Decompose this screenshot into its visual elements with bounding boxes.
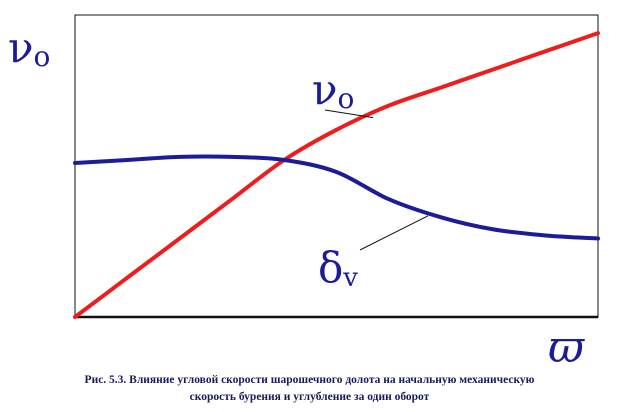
chart: νo νo δv ϖ	[8, 14, 600, 370]
v0-curve-label-sub: o	[338, 82, 355, 115]
y-axis-label-main: ν	[8, 23, 34, 72]
series-lines	[73, 31, 600, 319]
v0-curve-label-main: ν	[312, 65, 338, 114]
delta-leader-line	[359, 215, 429, 251]
delta-curve-label: δv	[318, 243, 358, 293]
leader-lines	[324, 109, 429, 251]
series-delta-line	[73, 154, 600, 241]
x-axis-label: ϖ	[548, 322, 585, 370]
delta-curve-label-main: δ	[318, 243, 343, 292]
series-v0-line	[73, 31, 600, 319]
caption-line-1: Рис. 5.3. Влияние угловой скорости шарош…	[84, 374, 535, 386]
v0-leader-line	[324, 109, 374, 119]
figure-caption: Рис. 5.3. Влияние угловой скорости шарош…	[0, 372, 619, 406]
v0-curve-label: νo	[312, 65, 354, 115]
y-axis-label-sub: o	[34, 40, 51, 73]
caption-line-2: скорость бурения и углубление за один об…	[189, 391, 430, 403]
delta-curve-label-sub: v	[342, 263, 358, 293]
axes	[74, 14, 599, 319]
y-axis-label: νo	[8, 23, 50, 73]
